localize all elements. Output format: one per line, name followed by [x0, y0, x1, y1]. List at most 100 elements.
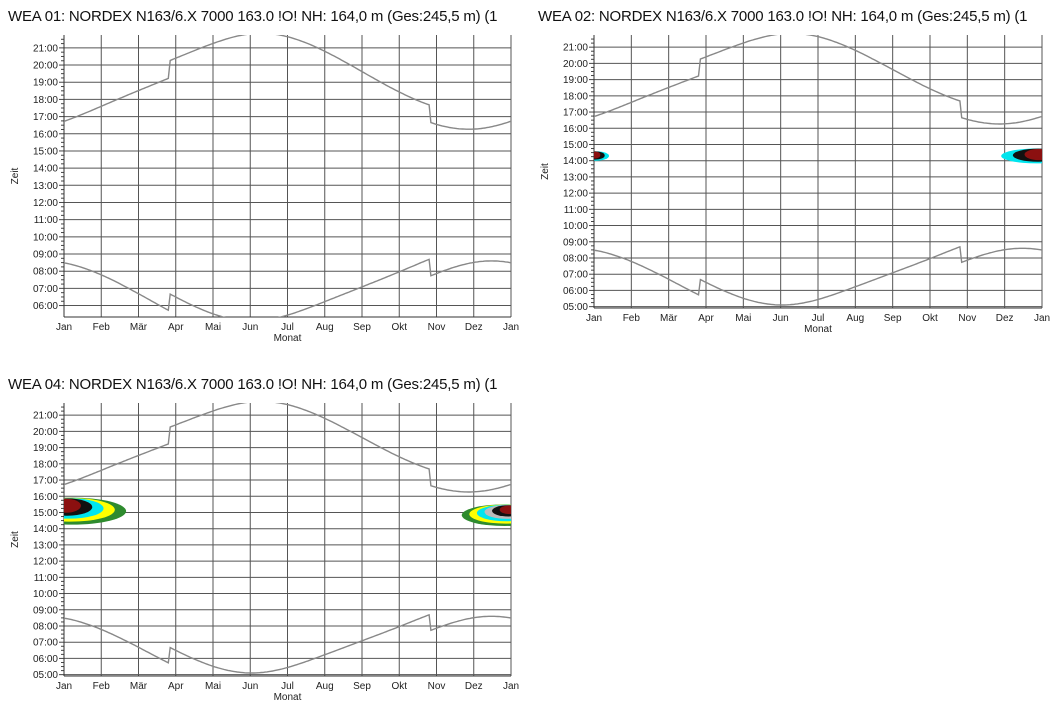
y-tick-label: 11:00 [34, 215, 59, 226]
shadow-period-1-layer-2 [1024, 148, 1042, 161]
y-tick-label: 19:00 [33, 443, 58, 454]
y-tick-label: 12:00 [33, 557, 58, 568]
y-tick-label: 18:00 [33, 459, 58, 470]
x-tick-label: Dez [996, 313, 1014, 324]
x-tick-label: Mär [130, 322, 148, 333]
x-tick-label: Jan [56, 681, 72, 692]
y-tick-label: 15:00 [33, 146, 58, 157]
shadow-period-0-layer-4 [64, 498, 81, 513]
y-tick-label: 09:00 [33, 605, 58, 616]
y-tick-label: 18:00 [33, 95, 58, 106]
x-tick-label: Sep [884, 313, 902, 324]
x-tick-label: Sep [353, 681, 371, 692]
y-tick-label: 09:00 [563, 237, 588, 248]
x-tick-label: Jan [503, 322, 519, 333]
x-tick-label: Jan [503, 681, 519, 692]
y-tick-label: 16:00 [33, 129, 58, 140]
y-tick-label: 17:00 [33, 112, 58, 123]
x-tick-label: Jan [1034, 313, 1050, 324]
x-tick-label: Jun [242, 681, 258, 692]
y-tick-label: 20:00 [563, 59, 588, 70]
y-tick-label: 19:00 [563, 75, 588, 86]
y-tick-label: 08:00 [563, 253, 588, 264]
y-tick-label: 08:00 [33, 267, 58, 278]
x-tick-label: Dez [465, 681, 483, 692]
y-axis-label: Zeit [10, 531, 21, 548]
x-tick-label: Jan [586, 313, 602, 324]
y-tick-label: 20:00 [33, 61, 58, 72]
x-tick-label: Aug [846, 313, 864, 324]
y-tick-label: 10:00 [33, 232, 58, 243]
y-tick-label: 17:00 [563, 108, 588, 119]
x-tick-label: Jul [281, 322, 294, 333]
y-tick-label: 14:00 [563, 156, 588, 167]
sunrise-curve [64, 258, 511, 317]
chart-panel-wea01: WEA 01: NORDEX N163/6.X 7000 163.0 !O! N… [8, 8, 530, 348]
x-tick-label: Okt [922, 313, 938, 324]
y-tick-label: 10:00 [33, 589, 58, 600]
sunset-curve [64, 403, 511, 493]
y-tick-label: 17:00 [33, 476, 58, 487]
y-tick-label: 07:00 [33, 638, 58, 649]
x-axis-label: Monat [804, 324, 832, 335]
y-tick-label: 08:00 [33, 621, 58, 632]
x-tick-label: Feb [93, 681, 111, 692]
x-tick-label: Jun [242, 322, 258, 333]
y-tick-label: 06:00 [563, 286, 588, 297]
y-tick-label: 13:00 [563, 172, 588, 183]
x-tick-label: Mai [205, 681, 221, 692]
shadow-periods [594, 148, 1042, 164]
y-tick-label: 18:00 [563, 91, 588, 102]
chart-title: WEA 02: NORDEX N163/6.X 7000 163.0 !O! N… [538, 8, 1028, 25]
chart-title: WEA 01: NORDEX N163/6.X 7000 163.0 !O! N… [8, 8, 498, 25]
y-tick-label: 13:00 [33, 181, 58, 192]
chart-title: WEA 04: NORDEX N163/6.X 7000 163.0 !O! N… [8, 376, 498, 393]
sunrise-curve [64, 613, 511, 674]
x-tick-label: Mai [735, 313, 751, 324]
y-tick-label: 15:00 [33, 508, 58, 519]
x-axis-label: Monat [274, 333, 302, 344]
y-tick-label: 06:00 [33, 654, 58, 665]
chart-panel-wea02: WEA 02: NORDEX N163/6.X 7000 163.0 !O! N… [538, 8, 1061, 348]
x-tick-label: Feb [623, 313, 641, 324]
y-tick-label: 10:00 [563, 221, 588, 232]
y-tick-label: 21:00 [33, 411, 58, 422]
x-tick-label: Mär [130, 681, 148, 692]
x-axis-label: Monat [274, 692, 302, 703]
shadow-chart-wea01: 06:00 07:00 08:00 09:00 10:00 11:00 12:00 13:00… [10, 35, 519, 344]
x-tick-label: Jul [281, 681, 294, 692]
sunset-curve [64, 35, 511, 130]
y-tick-label: 14:00 [33, 164, 58, 175]
y-tick-label: 07:00 [33, 284, 58, 295]
y-tick-label: 19:00 [33, 78, 58, 89]
x-tick-label: Feb [93, 322, 111, 333]
x-tick-label: Nov [428, 681, 446, 692]
shadow-periods [64, 497, 511, 526]
x-tick-label: Aug [316, 322, 334, 333]
y-tick-label: 20:00 [33, 427, 58, 438]
x-tick-label: Jan [56, 322, 72, 333]
chart-panel-wea04: WEA 04: NORDEX N163/6.X 7000 163.0 !O! N… [8, 376, 530, 716]
x-tick-label: Jul [812, 313, 825, 324]
y-tick-label: 21:00 [33, 43, 58, 54]
y-tick-label: 11:00 [564, 205, 589, 216]
x-tick-label: Aug [316, 681, 334, 692]
y-tick-label: 12:00 [33, 198, 58, 209]
x-tick-label: Okt [391, 322, 407, 333]
y-tick-label: 15:00 [563, 140, 588, 151]
y-tick-label: 16:00 [563, 124, 588, 135]
y-tick-label: 13:00 [33, 540, 58, 551]
y-tick-label: 21:00 [563, 43, 588, 54]
x-tick-label: Nov [958, 313, 976, 324]
x-tick-label: Sep [353, 322, 371, 333]
sunrise-curve [594, 245, 1042, 306]
x-tick-label: Mai [205, 322, 221, 333]
x-tick-label: Nov [428, 322, 446, 333]
x-tick-label: Apr [168, 322, 184, 333]
y-axis-label: Zeit [10, 167, 21, 184]
shadow-period-1-layer-5 [499, 505, 511, 515]
y-tick-label: 07:00 [563, 270, 588, 281]
sunset-curve [594, 35, 1042, 125]
x-tick-label: Apr [698, 313, 714, 324]
shadow-chart-wea04: 05:00 06:00 07:00 08:00 09:00 10:00 11:00 12:00… [10, 403, 519, 703]
